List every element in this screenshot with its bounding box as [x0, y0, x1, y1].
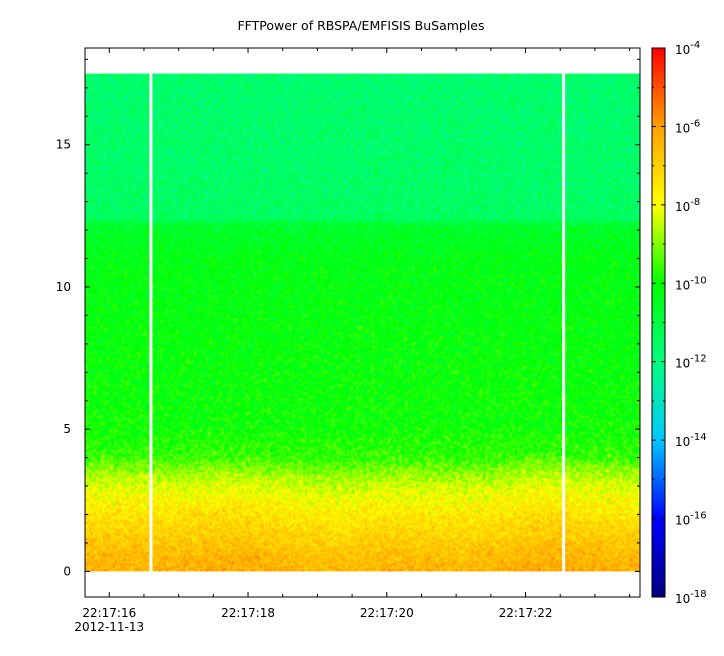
- colorbar-tick-label: 10-14: [675, 432, 707, 449]
- data-gap: [149, 72, 153, 573]
- colorbar: 10-4 10-6 10-8 10-10 10-12 10-14 10-16 10-18: [651, 40, 707, 606]
- y-tick-label: 15: [56, 138, 71, 152]
- x-tick-label: 22:17:20: [360, 606, 414, 620]
- colorbar-tick-label: 10-6: [675, 118, 700, 135]
- colorbar-tick-label: 10-8: [675, 197, 700, 214]
- x-tick-label: 22:17:22: [499, 606, 553, 620]
- colorbar-tick-label: 10-16: [675, 511, 707, 528]
- y-tick-label: 5: [63, 422, 71, 436]
- x-tick-date-label: 2012-11-13: [74, 620, 144, 634]
- colorbar-tick-label: 10-4: [675, 40, 700, 57]
- y-tick-label: 0: [63, 564, 71, 578]
- plot-frame: [84, 47, 641, 598]
- data-gaps: [149, 72, 566, 573]
- spectrogram-image: [85, 73, 640, 572]
- x-tick-label: 22:17:18: [221, 606, 275, 620]
- y-tick-label: 10: [56, 280, 71, 294]
- chart-title: FFTPower of RBSPA/EMFISIS BuSamples: [237, 18, 484, 33]
- x-tick-label: 22:17:16: [82, 606, 136, 620]
- data-gap: [562, 72, 566, 573]
- colorbar-tick-label: 10-18: [675, 589, 707, 606]
- colorbar-tick-label: 10-10: [675, 275, 707, 292]
- colorbar-tick-label: 10-12: [675, 354, 707, 371]
- colorbar-ticks: 10-4 10-6 10-8 10-10 10-12 10-14 10-16 10-18: [652, 40, 707, 606]
